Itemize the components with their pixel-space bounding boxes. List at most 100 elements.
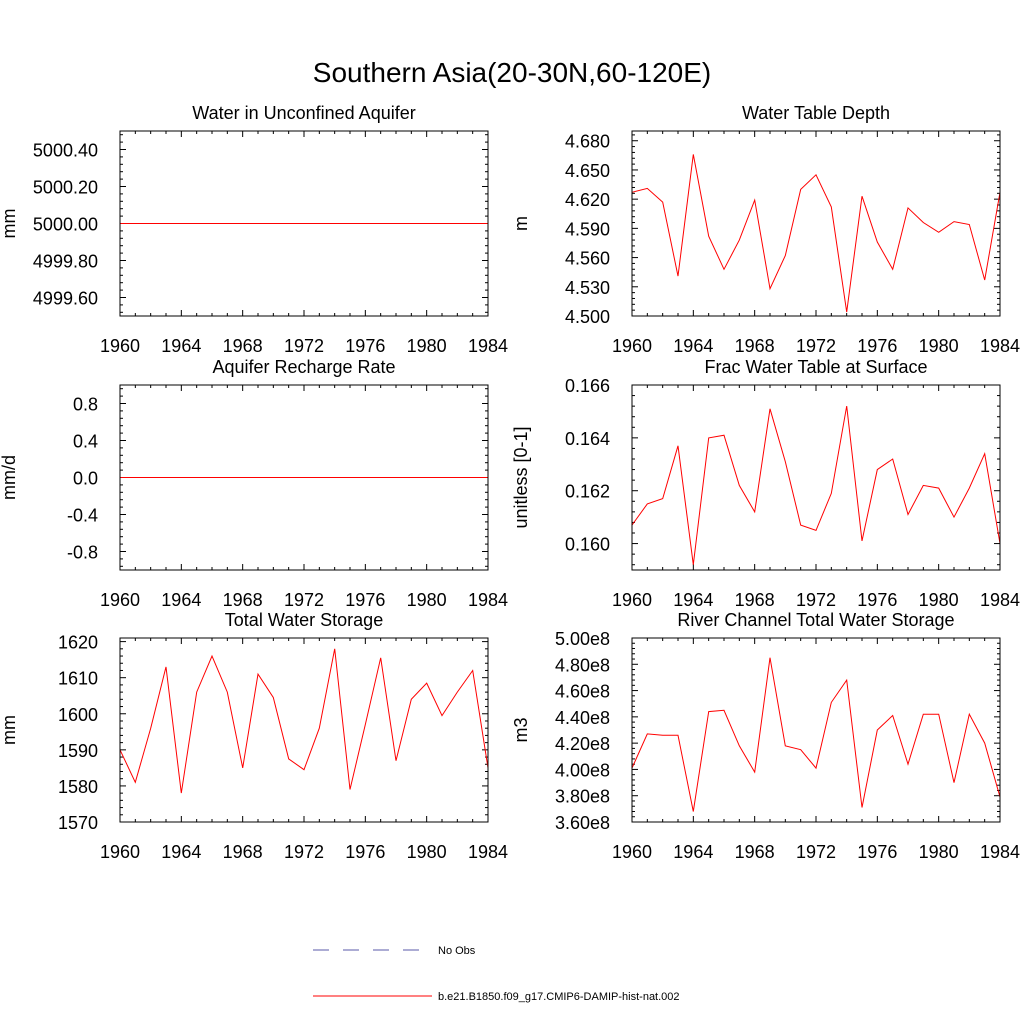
x-tick-label: 1968 (223, 336, 263, 356)
legend-label: No Obs (438, 945, 476, 957)
x-tick-label: 1964 (161, 590, 201, 610)
x-tick-label: 1984 (980, 590, 1020, 610)
y-tick-label: 4.40e8 (555, 708, 610, 728)
y-tick-label: 4.590 (565, 219, 610, 239)
x-tick-label: 1972 (796, 842, 836, 862)
y-tick-label: 1620 (58, 633, 98, 653)
y-tick-label: 5.00e8 (555, 629, 610, 649)
panel-title: Water Table Depth (742, 103, 890, 123)
x-tick-label: 1976 (345, 590, 385, 610)
y-tick-label: 4.20e8 (555, 734, 610, 754)
panel-title: Frac Water Table at Surface (704, 357, 927, 377)
series-line (631, 657, 1001, 812)
y-tick-label: 4.650 (565, 161, 610, 181)
panels: Water in Unconfined Aquifer mm 1960 1964 196… (0, 103, 1020, 862)
panel-title: Aquifer Recharge Rate (212, 357, 395, 377)
y-axis-label: m (511, 216, 531, 231)
x-tick-label: 1968 (735, 590, 775, 610)
x-tick-label: 1960 (612, 842, 652, 862)
panel-5: Total Water Storage mm 1960 1964 1968 1972 197… (0, 610, 508, 862)
plot-frame (119, 637, 489, 823)
plot-frame (119, 384, 489, 571)
y-axis-label: mm/d (0, 455, 19, 500)
y-tick-label: 4.80e8 (555, 655, 610, 675)
x-tick-label: 1968 (735, 336, 775, 356)
y-tick-label: 4999.60 (33, 289, 98, 309)
x-tick-label: 1972 (284, 336, 324, 356)
x-tick-label: 1976 (345, 842, 385, 862)
y-tick-label: 1610 (58, 669, 98, 689)
y-tick-label: 4.620 (565, 190, 610, 210)
x-tick-label: 1984 (980, 336, 1020, 356)
y-tick-label: 3.80e8 (555, 787, 610, 807)
plot-frame (119, 130, 489, 317)
y-tick-label: 1600 (58, 705, 98, 725)
x-tick-label: 1980 (919, 842, 959, 862)
x-tick-label: 1960 (100, 842, 140, 862)
y-tick-label: 0.164 (565, 429, 610, 449)
y-tick-label: 0.166 (565, 376, 610, 396)
x-tick-label: 1976 (857, 336, 897, 356)
legend-label: b.e21.B1850.f09_g17.CMIP6-DAMIP-hist-nat… (438, 991, 680, 1003)
x-tick-label: 1968 (223, 842, 263, 862)
x-tick-label: 1980 (919, 590, 959, 610)
y-axis-label: unitless [0-1] (511, 426, 531, 528)
panel-6: River Channel Total Water Storage m3 1960 1… (511, 610, 1020, 862)
panel-title: Water in Unconfined Aquifer (192, 103, 415, 123)
y-axis-label: m3 (511, 717, 531, 742)
legend: No Obs b.e21.B1850.f09_g17.CMIP6-DAMIP-hi… (313, 945, 680, 1003)
series-line (119, 648, 489, 794)
x-tick-label: 1976 (857, 842, 897, 862)
y-tick-label: 0.0 (73, 469, 98, 489)
panel-title: Total Water Storage (225, 610, 383, 630)
y-tick-label: 3.60e8 (555, 813, 610, 833)
y-tick-label: 5000.00 (33, 215, 98, 235)
x-tick-label: 1968 (223, 590, 263, 610)
x-tick-label: 1964 (161, 336, 201, 356)
x-tick-label: 1964 (673, 842, 713, 862)
x-tick-label: 1980 (919, 336, 959, 356)
x-tick-label: 1960 (612, 590, 652, 610)
y-tick-label: 4.560 (565, 249, 610, 269)
y-tick-label: -0.8 (67, 543, 98, 563)
y-tick-label: 0.162 (565, 482, 610, 502)
y-tick-label: 4.00e8 (555, 760, 610, 780)
plot-frame (631, 130, 1001, 317)
x-tick-label: 1976 (345, 336, 385, 356)
figure-title: Southern Asia(20-30N,60-120E) (313, 57, 711, 88)
x-tick-label: 1972 (796, 590, 836, 610)
x-tick-label: 1960 (612, 336, 652, 356)
y-tick-label: 0.160 (565, 535, 610, 555)
x-tick-label: 1964 (161, 842, 201, 862)
x-tick-label: 1980 (407, 590, 447, 610)
x-tick-label: 1960 (100, 590, 140, 610)
x-tick-label: 1972 (796, 336, 836, 356)
panel-3: Aquifer Recharge Rate mm/d 1960 1964 1968 197… (0, 357, 508, 610)
y-axis-label: mm (0, 715, 19, 745)
y-tick-label: 1580 (58, 777, 98, 797)
y-tick-label: 4.60e8 (555, 682, 610, 702)
x-tick-label: 1976 (857, 590, 897, 610)
plot-frame (631, 637, 1001, 823)
x-tick-label: 1980 (407, 842, 447, 862)
y-tick-label: 0.4 (73, 432, 98, 452)
plot-frame (631, 384, 1001, 571)
y-tick-label: 0.8 (73, 395, 98, 415)
y-tick-label: 4.680 (565, 132, 610, 152)
y-tick-label: 4999.80 (33, 252, 98, 272)
series-line (631, 406, 1001, 565)
x-tick-label: 1972 (284, 590, 324, 610)
x-tick-label: 1980 (407, 336, 447, 356)
x-tick-label: 1984 (980, 842, 1020, 862)
y-tick-label: 1590 (58, 741, 98, 761)
panel-2: Water Table Depth m 1960 1964 1968 1972 1976 19… (511, 103, 1020, 356)
x-tick-label: 1984 (468, 590, 508, 610)
y-tick-label: 4.530 (565, 278, 610, 298)
panel-1: Water in Unconfined Aquifer mm 1960 1964 196… (0, 103, 508, 356)
panel-4: Frac Water Table at Surface unitless [0-1… (511, 357, 1020, 610)
y-axis-label: mm (0, 209, 19, 239)
x-tick-label: 1964 (673, 590, 713, 610)
y-tick-label: 5000.20 (33, 178, 98, 198)
y-tick-label: -0.4 (67, 506, 98, 526)
